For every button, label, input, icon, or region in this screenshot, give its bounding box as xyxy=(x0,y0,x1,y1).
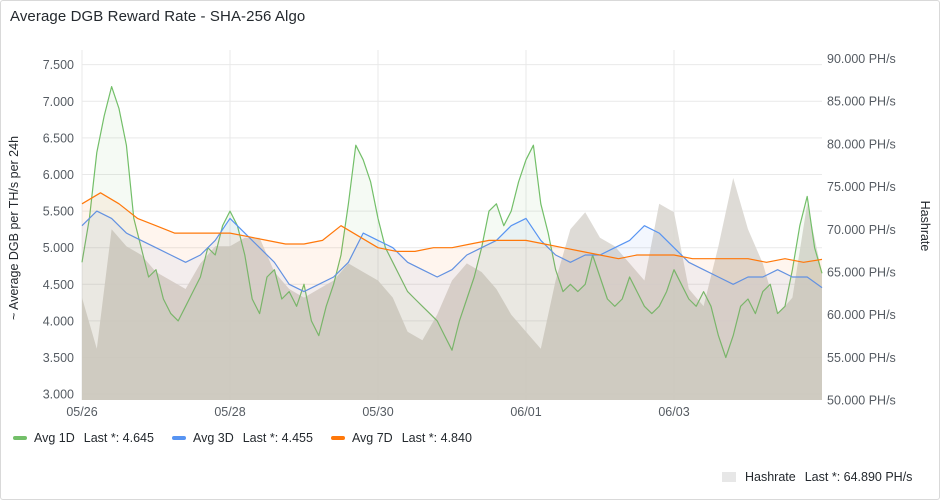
y-tick-label: 6.500 xyxy=(43,131,74,145)
hashrate-area xyxy=(82,178,822,400)
x-tick-label: 05/26 xyxy=(66,405,97,419)
y-tick-label: 4.000 xyxy=(43,314,74,328)
y-tick-label: 7.500 xyxy=(43,58,74,72)
x-tick-label: 05/28 xyxy=(214,405,245,419)
y2-tick-label: 50.000 PH/s xyxy=(827,394,896,408)
hashrate-area-shape xyxy=(82,178,822,400)
legend-item-avg-3d[interactable]: Avg 3D Last *: 4.455 xyxy=(171,431,313,445)
y2-tick-label: 85.000 PH/s xyxy=(827,95,896,109)
y-tick-label: 7.000 xyxy=(43,95,74,109)
y2-tick-label: 90.000 PH/s xyxy=(827,52,896,66)
x-tick-label: 06/01 xyxy=(510,405,541,419)
series-line-avg-7d xyxy=(81,192,823,263)
legend-item-avg-7d[interactable]: Avg 7D Last *: 4.840 xyxy=(330,431,472,445)
legend-last-value: Last *: 4.645 xyxy=(83,431,154,445)
left-axis-title: ~ Average DGB per TH/s per 24h xyxy=(7,136,21,320)
x-tick-label: 05/30 xyxy=(362,405,393,419)
legend-label: Avg 3D xyxy=(192,431,234,445)
y2-tick-label: 60.000 PH/s xyxy=(827,308,896,322)
legend-swatch-avg-1d xyxy=(13,436,27,440)
legend-last-value: Last *: 4.455 xyxy=(242,431,313,445)
y2-tick-label: 70.000 PH/s xyxy=(827,223,896,237)
y-tick-label: 4.500 xyxy=(43,278,74,292)
legend-item-avg-1d[interactable]: Avg 1D Last *: 4.645 xyxy=(13,431,154,445)
y-tick-label: 3.000 xyxy=(43,388,74,402)
y-tick-label: 6.000 xyxy=(43,168,74,182)
legend-swatch-hashrate xyxy=(722,472,736,482)
y2-tick-label: 75.000 PH/s xyxy=(827,180,896,194)
legend-item-hashrate[interactable]: Hashrate Last *: 64.890 PH/s xyxy=(722,470,912,484)
legend: Avg 1D Last *: 4.645 Avg 3D Last *: 4.45… xyxy=(13,431,472,445)
legend-last-value: Last *: 4.840 xyxy=(401,431,472,445)
legend-label: Hashrate xyxy=(745,470,796,484)
x-axis: 05/26 05/28 05/30 06/01 06/03 xyxy=(66,405,689,419)
right-y-axis: 50.000 PH/s 55.000 PH/s 60.000 PH/s 65.000 … xyxy=(827,52,896,407)
y-tick-label: 3.500 xyxy=(43,351,74,365)
series-fill-avg-3d xyxy=(82,211,822,400)
legend-swatch-avg-3d xyxy=(171,436,186,440)
panel-title: Average DGB Reward Rate - SHA-256 Algo xyxy=(10,8,306,25)
legend-swatch-avg-7d xyxy=(330,436,345,440)
y2-tick-label: 55.000 PH/s xyxy=(827,351,896,365)
y-tick-label: 5.000 xyxy=(43,241,74,255)
series-line-avg-3d xyxy=(81,210,823,293)
x-tick-label: 06/03 xyxy=(658,405,689,419)
right-axis-title: Hashrate xyxy=(918,201,932,252)
series-lines xyxy=(81,86,823,400)
y2-tick-label: 80.000 PH/s xyxy=(827,137,896,151)
legend-last-value: Last *: 64.890 PH/s xyxy=(804,470,913,484)
legend-label: Avg 1D xyxy=(34,431,75,445)
series-fill-avg-1d xyxy=(82,86,822,400)
left-y-axis: 3.000 3.500 4.000 4.500 5.000 5.500 6.000 6.500… xyxy=(43,58,74,401)
legend-label: Avg 7D xyxy=(351,431,393,445)
y-tick-label: 5.500 xyxy=(43,205,74,219)
series-fill-avg-7d xyxy=(82,192,822,400)
series-line-avg-1d xyxy=(81,86,823,359)
y2-tick-label: 65.000 PH/s xyxy=(827,265,896,279)
